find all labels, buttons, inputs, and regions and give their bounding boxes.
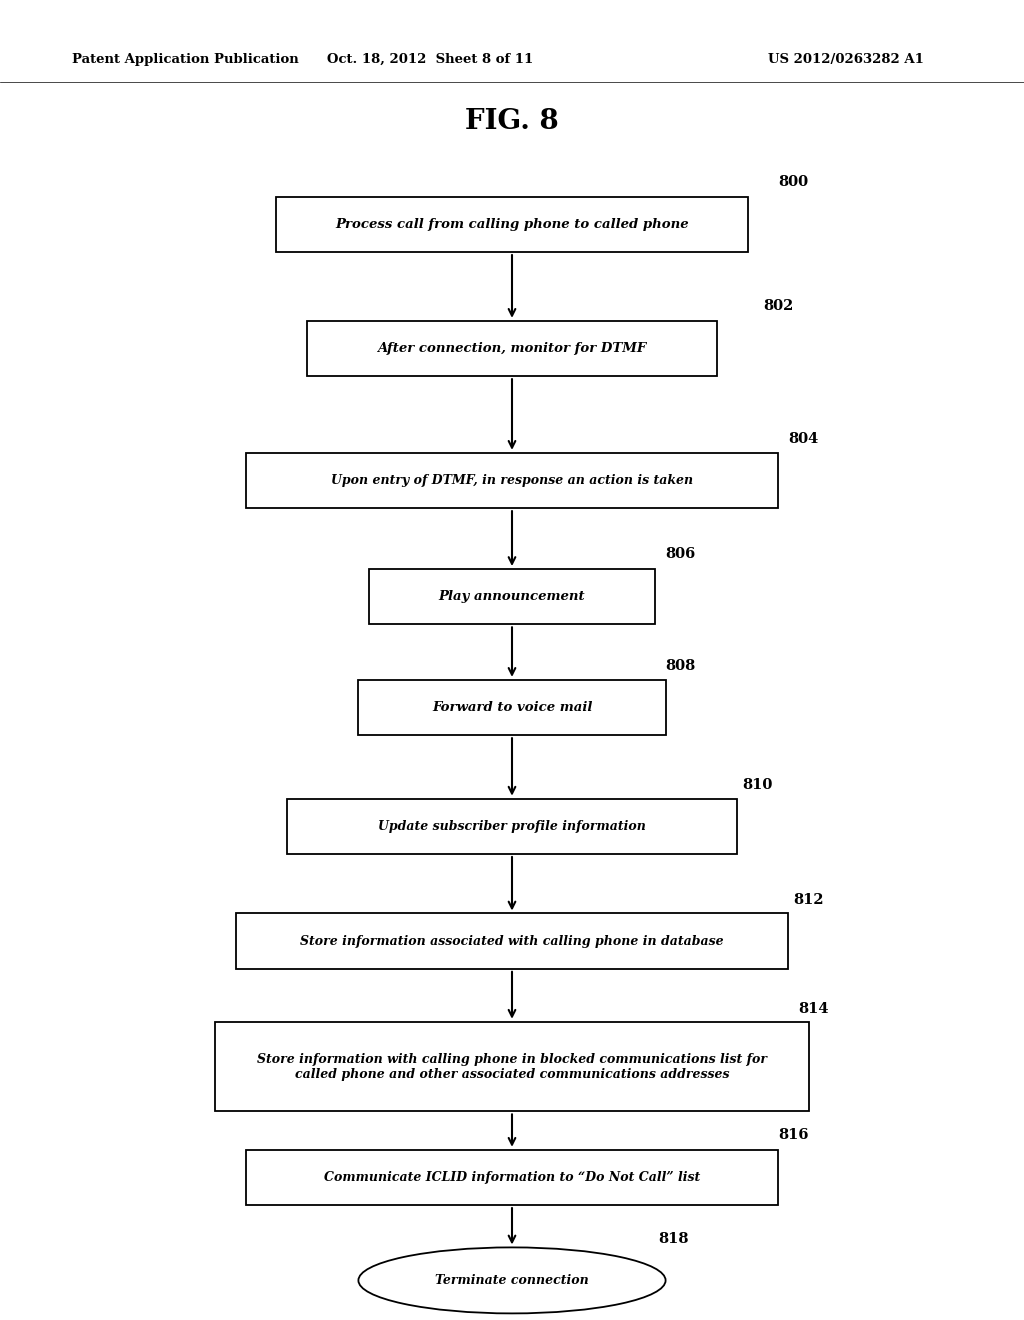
Text: FIG. 8: FIG. 8 — [465, 108, 559, 135]
Text: 816: 816 — [778, 1127, 809, 1142]
FancyBboxPatch shape — [369, 569, 655, 624]
FancyBboxPatch shape — [287, 799, 737, 854]
Text: Oct. 18, 2012  Sheet 8 of 11: Oct. 18, 2012 Sheet 8 of 11 — [327, 53, 534, 66]
Text: Play announcement: Play announcement — [438, 590, 586, 603]
Text: 808: 808 — [666, 659, 696, 673]
Text: 800: 800 — [778, 174, 808, 189]
Text: After connection, monitor for DTMF: After connection, monitor for DTMF — [378, 342, 646, 355]
Text: Patent Application Publication: Patent Application Publication — [72, 53, 298, 66]
Text: Upon entry of DTMF, in response an action is taken: Upon entry of DTMF, in response an actio… — [331, 474, 693, 487]
Text: 810: 810 — [742, 777, 773, 792]
FancyBboxPatch shape — [236, 913, 788, 969]
FancyBboxPatch shape — [246, 453, 778, 508]
Text: Store information associated with calling phone in database: Store information associated with callin… — [300, 935, 724, 948]
Text: Store information with calling phone in blocked communications list for
called p: Store information with calling phone in … — [257, 1052, 767, 1081]
FancyBboxPatch shape — [307, 321, 717, 376]
Text: Process call from calling phone to called phone: Process call from calling phone to calle… — [335, 218, 689, 231]
Text: 806: 806 — [666, 546, 696, 561]
Text: Communicate ICLID information to “Do Not Call” list: Communicate ICLID information to “Do Not… — [324, 1171, 700, 1184]
Text: 804: 804 — [788, 432, 819, 446]
Text: 812: 812 — [794, 892, 824, 907]
Text: Terminate connection: Terminate connection — [435, 1274, 589, 1287]
Ellipse shape — [358, 1247, 666, 1313]
FancyBboxPatch shape — [276, 197, 748, 252]
Text: Forward to voice mail: Forward to voice mail — [432, 701, 592, 714]
Text: 818: 818 — [658, 1232, 689, 1246]
FancyBboxPatch shape — [246, 1150, 778, 1205]
Text: 814: 814 — [799, 1002, 829, 1016]
Text: 802: 802 — [763, 298, 794, 313]
FancyBboxPatch shape — [358, 680, 666, 735]
Text: US 2012/0263282 A1: US 2012/0263282 A1 — [768, 53, 924, 66]
Text: Update subscriber profile information: Update subscriber profile information — [378, 820, 646, 833]
FancyBboxPatch shape — [215, 1022, 809, 1111]
